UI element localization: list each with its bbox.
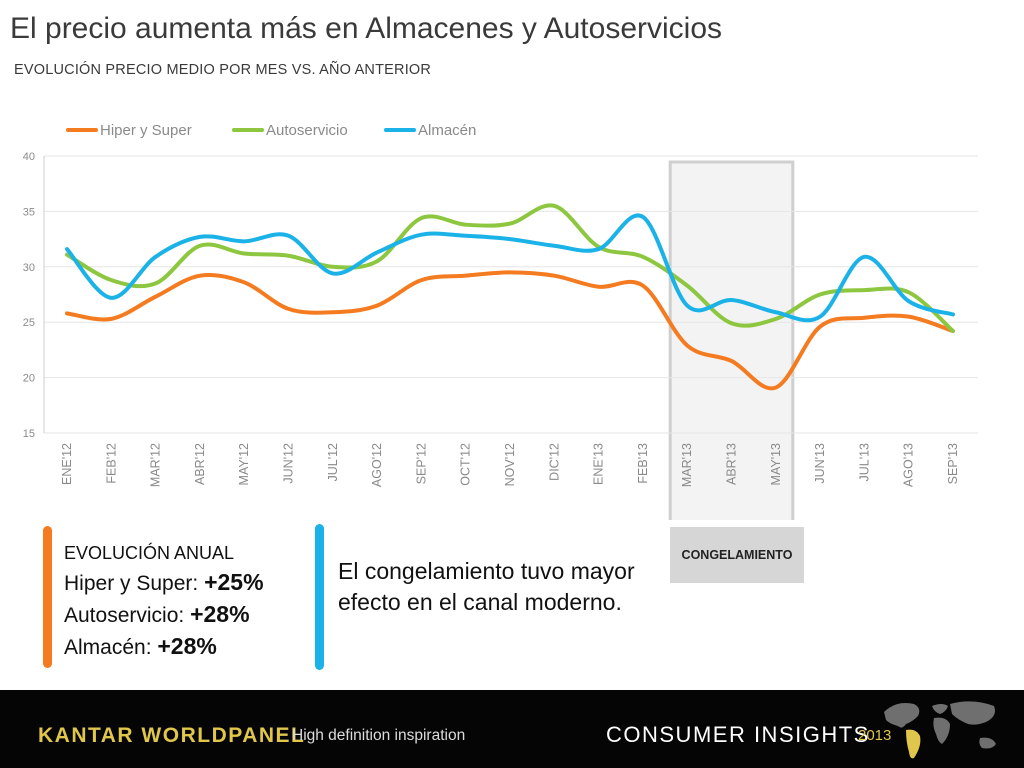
x-tick-label: ABR'12: [193, 443, 207, 485]
x-tick-label: JUL'12: [326, 443, 340, 482]
footer-tagline: High definition inspiration: [292, 727, 466, 744]
annual-row-autoservicio: Autoservicio: +28%: [64, 601, 250, 627]
x-tick-label: OCT'12: [459, 443, 473, 486]
x-tick-label: JUL'13: [857, 443, 871, 482]
footer-year: 2013: [858, 727, 892, 744]
x-tick-label: MAR'13: [680, 443, 694, 487]
y-tick-label: 25: [23, 317, 35, 329]
footer-bar: KANTAR WORLDPANEL High definition inspir…: [0, 690, 1024, 768]
legend-label: Almacén: [418, 122, 476, 139]
x-tick-label: AGO'13: [902, 443, 916, 487]
y-tick-label: 20: [23, 373, 35, 385]
x-tick-label: ABR'13: [725, 443, 739, 485]
x-tick-label: FEB'13: [636, 443, 650, 484]
x-tick-label: MAY'12: [237, 443, 251, 485]
annual-row-almacen: Almacén: +28%: [64, 633, 217, 659]
legend-label: Autoservicio: [266, 122, 348, 139]
series-line-0: [65, 270, 955, 391]
legend-label: Hiper y Super: [100, 122, 192, 139]
freeze-period-label: CONGELAMIENTO: [670, 527, 804, 583]
y-tick-label: 15: [23, 428, 35, 440]
y-tick-label: 30: [23, 262, 35, 274]
x-tick-label: MAR'12: [149, 443, 163, 487]
x-tick-label: MAY'13: [769, 443, 783, 485]
series-line-1: [65, 203, 955, 334]
page-subtitle: EVOLUCIÓN PRECIO MEDIO POR MES VS. AÑO A…: [14, 62, 432, 78]
x-tick-label: JUN'12: [282, 443, 296, 484]
page-title: El precio aumenta más en Almacenes y Aut…: [10, 12, 723, 45]
series-line-2: [65, 213, 955, 323]
x-tick-label: ENE'12: [60, 443, 74, 485]
world-map-icon: [884, 701, 996, 759]
x-tick-label: NOV'12: [503, 443, 517, 486]
y-tick-label: 40: [23, 151, 35, 163]
x-tick-label: AGO'12: [370, 443, 384, 487]
annual-heading: EVOLUCIÓN ANUAL: [64, 543, 235, 563]
blue-accent-bar: [315, 524, 324, 670]
x-tick-label: SEP'13: [946, 443, 960, 484]
price-evolution-chart: 40 35 30 25 20 15 ENE'12 FEB'12 MAR'12 ABR'12 MAY'…: [23, 122, 978, 520]
consumer-insights-label: CONSUMER INSIGHTS: [606, 722, 870, 747]
annual-evolution-box: EVOLUCIÓN ANUAL Hiper y Super: +25% Auto…: [64, 543, 264, 663]
kantar-logo: KANTAR WORLDPANEL: [38, 724, 306, 747]
freeze-note: El congelamiento tuvo mayor efecto en el…: [338, 558, 635, 615]
orange-accent-bar: [43, 526, 52, 668]
x-tick-label: ENE'13: [592, 443, 606, 485]
freeze-period-box: [668, 160, 795, 520]
y-tick-label: 35: [23, 206, 35, 218]
x-tick-label: JUN'13: [813, 443, 827, 484]
x-tick-label: DIC'12: [547, 443, 561, 481]
x-tick-label: FEB'12: [104, 443, 118, 484]
annual-row-hiper: Hiper y Super: +25%: [64, 569, 264, 595]
x-tick-label: SEP'12: [414, 443, 428, 484]
